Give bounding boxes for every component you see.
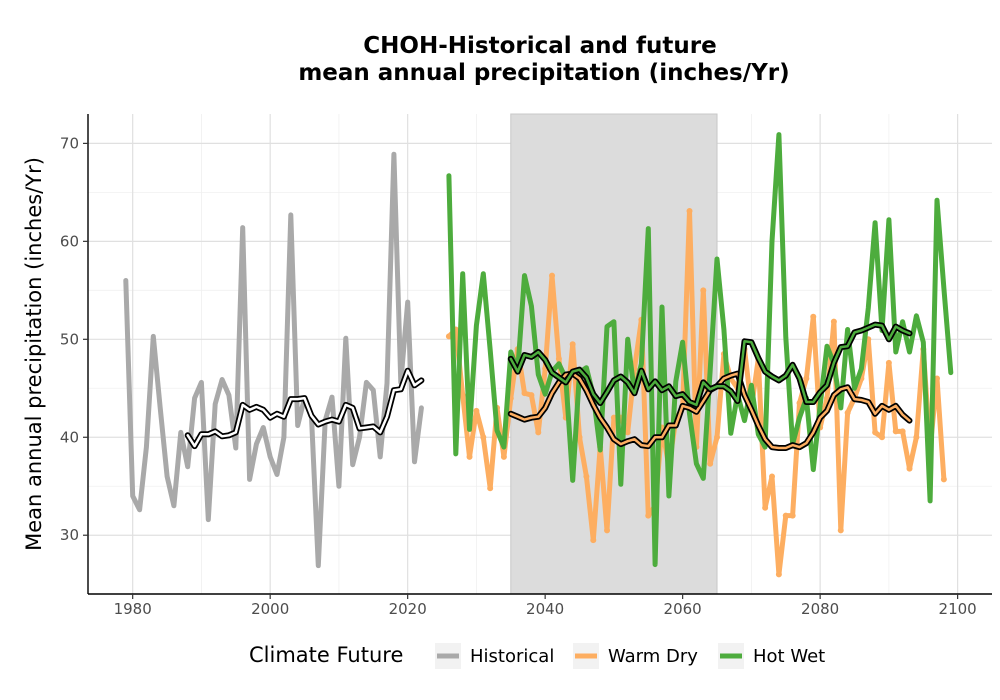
data-point-warm-dry: [844, 409, 851, 416]
data-point-warm-dry: [645, 512, 652, 519]
data-point-warm-dry: [714, 434, 721, 441]
data-point-warm-dry: [899, 428, 906, 435]
x-tick-label: 1980: [114, 600, 152, 618]
y-tick-label: 50: [60, 330, 79, 348]
y-tick-label: 40: [60, 428, 79, 446]
plot-area: 1980 2000 2020 2040 2060 2080 2100 30 40 50 60 70: [60, 113, 992, 618]
data-point-warm-dry: [913, 434, 920, 441]
data-point-warm-dry: [879, 434, 886, 441]
data-point-warm-dry: [583, 473, 590, 480]
x-tick-label: 2100: [939, 600, 977, 618]
x-tick-label: 2060: [664, 600, 702, 618]
chart-title-line-2: mean annual precipitation (inches/Yr): [298, 60, 789, 86]
data-point-warm-dry: [940, 476, 947, 483]
data-point-warm-dry: [775, 571, 782, 578]
data-point-warm-dry: [872, 429, 879, 436]
data-point-warm-dry: [480, 434, 487, 441]
x-tick-label: 2040: [526, 600, 564, 618]
data-point-warm-dry: [686, 207, 693, 214]
x-tick-label: 2020: [389, 600, 427, 618]
data-point-warm-dry: [604, 527, 611, 534]
data-point-warm-dry: [549, 272, 556, 279]
legend: Historical Warm Dry Hot Wet: [435, 643, 825, 669]
data-point-warm-dry: [810, 313, 817, 320]
data-point-warm-dry: [906, 465, 913, 472]
data-point-warm-dry: [789, 512, 796, 519]
data-point-warm-dry: [934, 375, 941, 382]
y-tick-label: 30: [60, 526, 79, 544]
data-point-warm-dry: [569, 341, 576, 348]
data-point-warm-dry: [769, 473, 776, 480]
data-point-warm-dry: [590, 537, 597, 544]
data-point-warm-dry: [610, 414, 617, 421]
data-point-warm-dry: [466, 453, 473, 460]
data-point-warm-dry: [624, 429, 631, 436]
legend-title: Climate Future: [249, 643, 403, 667]
chart-title-line-1: CHOH-Historical and future: [363, 33, 716, 59]
moving-average-line-historical: [186, 369, 423, 448]
data-point-warm-dry: [521, 390, 528, 397]
data-point-warm-dry: [762, 504, 769, 511]
y-tick-label: 70: [60, 134, 79, 152]
legend-label-warm-dry: Warm Dry: [608, 646, 698, 667]
series-line-hot-wet: [446, 132, 954, 568]
data-point-warm-dry: [555, 355, 562, 362]
moving-average-line-hot-wet: [509, 323, 911, 407]
data-point-warm-dry: [528, 392, 535, 399]
data-point-warm-dry: [803, 375, 810, 382]
data-point-warm-dry: [782, 512, 789, 519]
x-tick-label: 2080: [801, 600, 839, 618]
data-point-warm-dry: [892, 428, 899, 435]
data-point-warm-dry: [576, 434, 583, 441]
legend-label-historical: Historical: [470, 646, 554, 667]
x-tick-label: 2000: [251, 600, 289, 618]
data-point-warm-dry: [487, 485, 494, 492]
data-point-warm-dry: [796, 399, 803, 406]
data-point-warm-dry: [700, 287, 707, 294]
y-tick-label: 60: [60, 232, 79, 250]
data-point-warm-dry: [885, 359, 892, 366]
data-point-warm-dry: [837, 527, 844, 534]
data-point-warm-dry: [535, 429, 542, 436]
data-point-warm-dry: [473, 407, 480, 414]
data-point-warm-dry: [824, 395, 831, 402]
data-point-warm-dry: [707, 460, 714, 467]
data-point-warm-dry: [459, 392, 466, 399]
series-line-historical: [123, 151, 424, 569]
legend-label-hot-wet: Hot Wet: [753, 646, 825, 667]
y-axis-label: Mean annual precipitation (inches/Yr): [22, 157, 46, 551]
data-point-warm-dry: [500, 453, 507, 460]
data-point-warm-dry: [830, 318, 837, 325]
